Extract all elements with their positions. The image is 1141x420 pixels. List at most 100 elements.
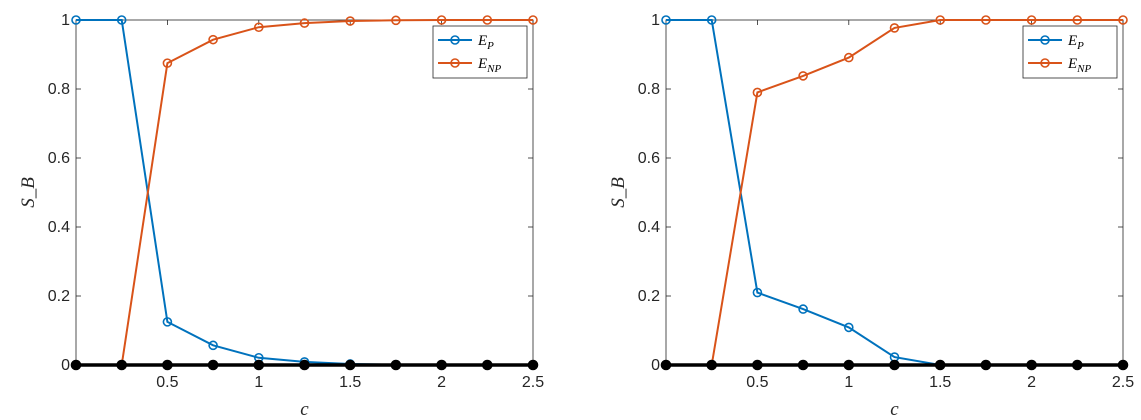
x-axis-label: c — [890, 399, 899, 420]
data-point — [299, 18, 310, 28]
y-tick-label: 0.4 — [48, 219, 70, 236]
data-point — [798, 71, 808, 81]
data-point — [162, 359, 173, 371]
data-point — [436, 359, 447, 371]
y-tick-label: 0.6 — [48, 150, 70, 167]
legend-label-subscript: P — [1076, 40, 1084, 52]
y-axis-label: S_B — [608, 177, 629, 208]
legend-box — [432, 25, 528, 79]
data-point — [935, 15, 946, 25]
data-point — [752, 287, 763, 298]
legend-swatch-marker — [450, 58, 460, 68]
series-baseline — [70, 359, 539, 371]
data-point — [162, 317, 173, 327]
data-point — [1117, 359, 1129, 371]
legend-label: EP — [1067, 33, 1084, 52]
legend-label-base: E — [477, 33, 487, 49]
data-point — [207, 359, 219, 371]
legend-label-base: E — [1067, 33, 1077, 49]
legend-label-subscript: P — [486, 40, 494, 52]
x-tick-label: 0.5 — [156, 374, 178, 391]
y-tick-label: 0.4 — [638, 219, 660, 236]
data-point — [981, 15, 991, 25]
data-point — [843, 359, 855, 371]
legend-label-subscript: NP — [1076, 63, 1091, 75]
data-point — [299, 359, 310, 371]
data-point — [1026, 359, 1037, 371]
y-tick-label: 1 — [61, 12, 70, 29]
data-point — [661, 15, 671, 25]
data-point — [889, 23, 900, 33]
y-axis-label: S_B — [18, 177, 39, 208]
legend-label-subscript: NP — [486, 63, 501, 75]
data-point — [934, 359, 946, 371]
data-point — [706, 359, 718, 371]
data-point — [843, 322, 854, 333]
y-tick-label: 0.8 — [48, 81, 70, 98]
x-tick-label: 1.5 — [929, 374, 951, 391]
y-tick-label: 0 — [651, 357, 660, 374]
data-point — [253, 359, 265, 371]
y-tick-label: 0.8 — [638, 81, 660, 98]
legend-swatch-marker — [450, 35, 460, 45]
y-tick-label: 0.2 — [48, 288, 70, 305]
x-tick-label: 2 — [437, 374, 446, 391]
data-point — [528, 15, 538, 25]
data-point — [889, 359, 900, 371]
data-point — [1072, 15, 1083, 25]
data-point — [1026, 15, 1037, 25]
x-tick-label: 1.5 — [339, 374, 361, 391]
data-point — [980, 359, 992, 371]
legend-label-base: E — [477, 56, 487, 72]
x-tick-label: 0.5 — [746, 374, 768, 391]
data-point — [208, 340, 218, 351]
data-point — [162, 58, 173, 68]
data-point — [706, 15, 717, 25]
data-point — [390, 359, 402, 371]
data-point — [71, 15, 81, 25]
data-point — [660, 359, 672, 371]
x-tick-label: 1 — [254, 374, 263, 391]
data-point — [70, 359, 82, 371]
data-point — [798, 304, 808, 314]
x-tick-label: 1 — [844, 374, 853, 391]
data-point — [1118, 15, 1128, 25]
data-point — [208, 34, 218, 45]
data-point — [482, 15, 493, 25]
y-tick-label: 1 — [651, 12, 660, 29]
data-point — [752, 359, 763, 371]
legend-label-base: E — [1067, 56, 1077, 72]
series-line — [666, 19, 1123, 366]
legend-box — [1022, 25, 1118, 79]
data-point — [116, 15, 127, 25]
x-tick-label: 2.5 — [522, 374, 544, 391]
data-point — [752, 87, 763, 98]
x-axis-label: c — [300, 399, 309, 420]
series-baseline — [660, 359, 1129, 371]
legend-label: EP — [477, 33, 494, 52]
legend-swatch-marker — [1040, 35, 1050, 45]
data-point — [481, 359, 493, 371]
data-point — [436, 15, 447, 25]
data-point — [253, 22, 264, 33]
data-point — [527, 359, 539, 371]
data-point — [843, 52, 854, 63]
x-tick-label: 2 — [1027, 374, 1036, 391]
legend-label: ENP — [1067, 56, 1092, 75]
legend-label: ENP — [477, 56, 502, 75]
legend-swatch-marker — [1040, 58, 1050, 68]
data-point — [391, 15, 401, 26]
series-line — [76, 19, 533, 366]
y-tick-label: 0.6 — [638, 150, 660, 167]
data-point — [797, 359, 809, 371]
data-point — [345, 16, 356, 26]
y-tick-label: 0.2 — [638, 288, 660, 305]
y-tick-label: 0 — [61, 357, 70, 374]
data-point — [116, 359, 127, 371]
data-point — [1072, 359, 1083, 371]
